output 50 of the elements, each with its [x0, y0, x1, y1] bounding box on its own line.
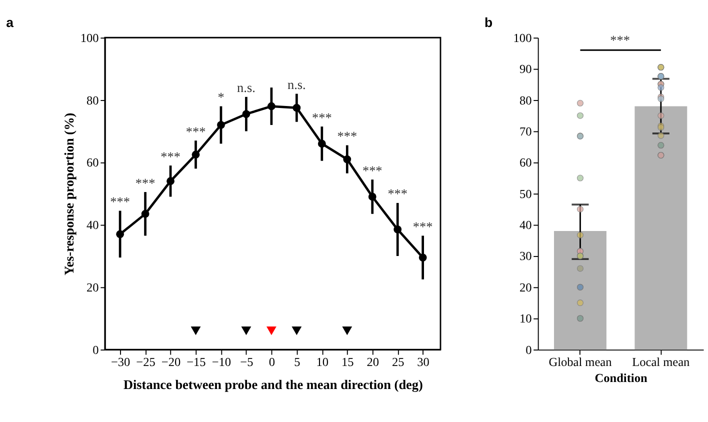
x-axis-title: Distance between probe and the mean direction (deg): [123, 376, 423, 392]
y-axis-title: Yes-response proportion (%): [62, 112, 77, 276]
y-tick-label: 60: [519, 156, 532, 170]
x-tick-label: 0: [268, 355, 275, 370]
x-tick-label: 5: [294, 355, 300, 370]
x-tick-label: −25: [136, 355, 156, 370]
annotation: ***: [312, 110, 332, 125]
annotation: ***: [135, 175, 156, 190]
annotation: ***: [412, 218, 433, 234]
x-tick-label: 10: [316, 355, 329, 370]
y-tick-label: 80: [86, 93, 99, 108]
y-tick-label: 10: [519, 312, 532, 326]
chart-title: a: [6, 15, 14, 30]
y-tick-label: 50: [519, 186, 532, 201]
annotation: *: [218, 90, 224, 105]
annotation: ***: [610, 32, 630, 48]
x-tick-label: 25: [392, 355, 404, 370]
x-tick-label: −10: [212, 355, 232, 370]
x-tick-label: −15: [186, 355, 206, 370]
x-tick-label: Global mean: [548, 355, 612, 370]
annotation: n.s.: [237, 80, 256, 96]
x-tick-label: 30: [417, 355, 430, 370]
y-tick-label: 0: [92, 342, 99, 357]
y-tick-label: 40: [519, 218, 532, 232]
annotation: ***: [160, 148, 180, 164]
annotation: ***: [388, 186, 408, 202]
annotation: ***: [337, 128, 358, 144]
annotation: ***: [110, 194, 130, 210]
annotation: ***: [186, 124, 206, 139]
x-tick-label: 15: [341, 355, 354, 370]
y-tick-label: 90: [519, 62, 532, 76]
x-tick-label: 20: [366, 355, 379, 370]
y-tick-label: 70: [519, 124, 532, 138]
annotation: ***: [362, 162, 382, 178]
y-tick-label: 100: [80, 30, 99, 45]
y-tick-label: 60: [86, 156, 99, 170]
y-tick-label: 30: [519, 249, 532, 264]
chart-title: b: [484, 15, 493, 30]
y-tick-label: 40: [86, 218, 99, 232]
y-tick-label: 20: [519, 280, 532, 294]
x-tick-label: −20: [161, 355, 181, 370]
y-tick-label: 80: [519, 93, 532, 108]
x-axis-title: Condition: [594, 371, 648, 386]
x-tick-label: −5: [240, 355, 254, 370]
y-tick-label: 100: [513, 30, 532, 45]
x-tick-label: Local mean: [632, 355, 690, 370]
x-tick-label: −30: [110, 355, 130, 370]
y-tick-label: 20: [86, 280, 99, 294]
y-tick-label: 0: [526, 342, 532, 357]
annotation: n.s.: [287, 77, 306, 92]
